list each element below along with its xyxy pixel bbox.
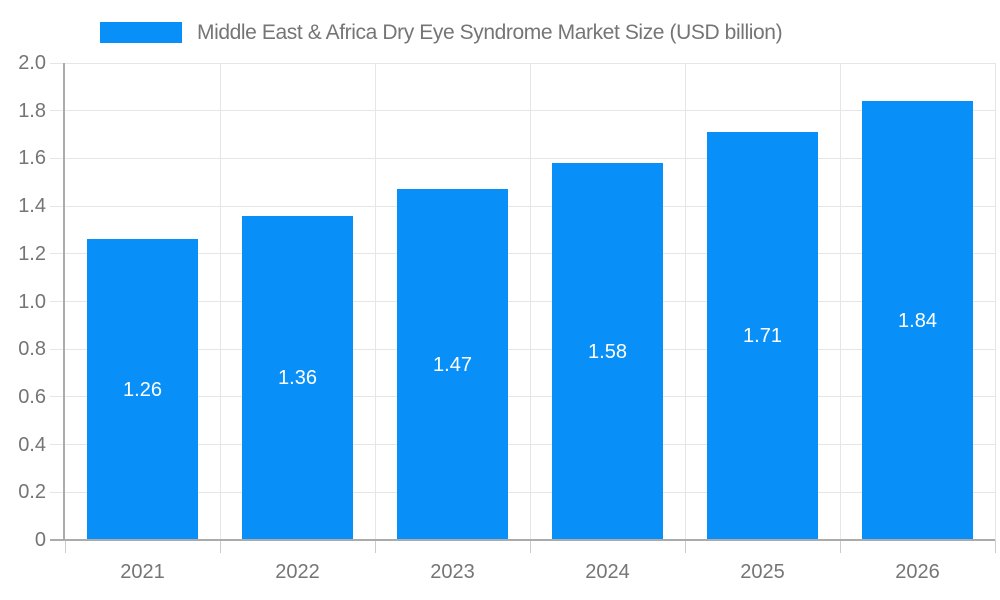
y-tick-label: 0: [34, 529, 46, 551]
x-tick: [374, 540, 376, 553]
x-gridline: [684, 63, 686, 540]
y-gridline: [50, 253, 995, 255]
y-gridline: [50, 444, 995, 446]
y-tick-label: 1.0: [18, 290, 46, 313]
x-gridline: [529, 63, 531, 540]
x-tick: [994, 540, 996, 553]
y-tick-label: 0.6: [18, 385, 46, 408]
legend-label: Middle East & Africa Dry Eye Syndrome Ma…: [197, 20, 783, 44]
x-tick: [529, 540, 531, 553]
bar-value-label: 1.26: [123, 378, 162, 401]
bar-2025[interactable]: [707, 132, 818, 540]
y-tick-label: 0.4: [18, 433, 46, 456]
y-axis-line: [63, 63, 65, 540]
y-tick-label: 2.0: [18, 52, 46, 74]
legend-item[interactable]: Middle East & Africa Dry Eye Syndrome Ma…: [100, 20, 783, 44]
y-gridline: [50, 62, 995, 64]
y-gridline: [50, 396, 995, 398]
bar-2022[interactable]: [242, 215, 353, 540]
y-tick-label: 1.8: [18, 99, 46, 122]
y-tick-label: 1.2: [18, 242, 46, 265]
x-category-label: 2022: [275, 561, 320, 583]
x-category-label: 2025: [740, 561, 785, 583]
y-tick-label: 1.4: [18, 195, 46, 218]
y-gridline: [50, 301, 995, 302]
x-category-label: 2024: [585, 561, 630, 583]
x-category-label: 2021: [120, 561, 165, 583]
bar-2023[interactable]: [397, 189, 508, 540]
y-tick-label: 0.2: [18, 481, 46, 504]
y-gridline: [50, 491, 995, 493]
bar-value-label: 1.71: [743, 325, 782, 348]
legend-swatch: [100, 22, 182, 43]
x-tick: [839, 540, 841, 553]
x-axis-line: [50, 539, 995, 541]
bar-value-label: 1.47: [433, 353, 472, 376]
bar-2021[interactable]: [87, 239, 198, 540]
x-tick: [684, 540, 686, 553]
y-tick-label: 0.8: [18, 338, 46, 361]
x-tick: [64, 540, 66, 553]
bar-value-label: 1.84: [898, 309, 937, 332]
x-gridline: [374, 63, 376, 540]
x-gridline: [839, 63, 841, 540]
x-category-label: 2026: [895, 561, 940, 583]
y-gridline: [50, 205, 995, 207]
y-tick-label: 1.6: [18, 147, 46, 170]
bar-value-label: 1.36: [278, 366, 317, 389]
x-gridline: [994, 63, 996, 540]
x-gridline: [219, 63, 221, 540]
bar-2026[interactable]: [862, 101, 973, 540]
bar-value-label: 1.58: [588, 340, 627, 363]
x-tick: [219, 540, 221, 553]
y-gridline: [50, 110, 995, 112]
y-gridline: [50, 348, 995, 350]
x-category-label: 2023: [430, 561, 475, 583]
y-gridline: [50, 157, 995, 159]
bar-2024[interactable]: [552, 163, 663, 540]
